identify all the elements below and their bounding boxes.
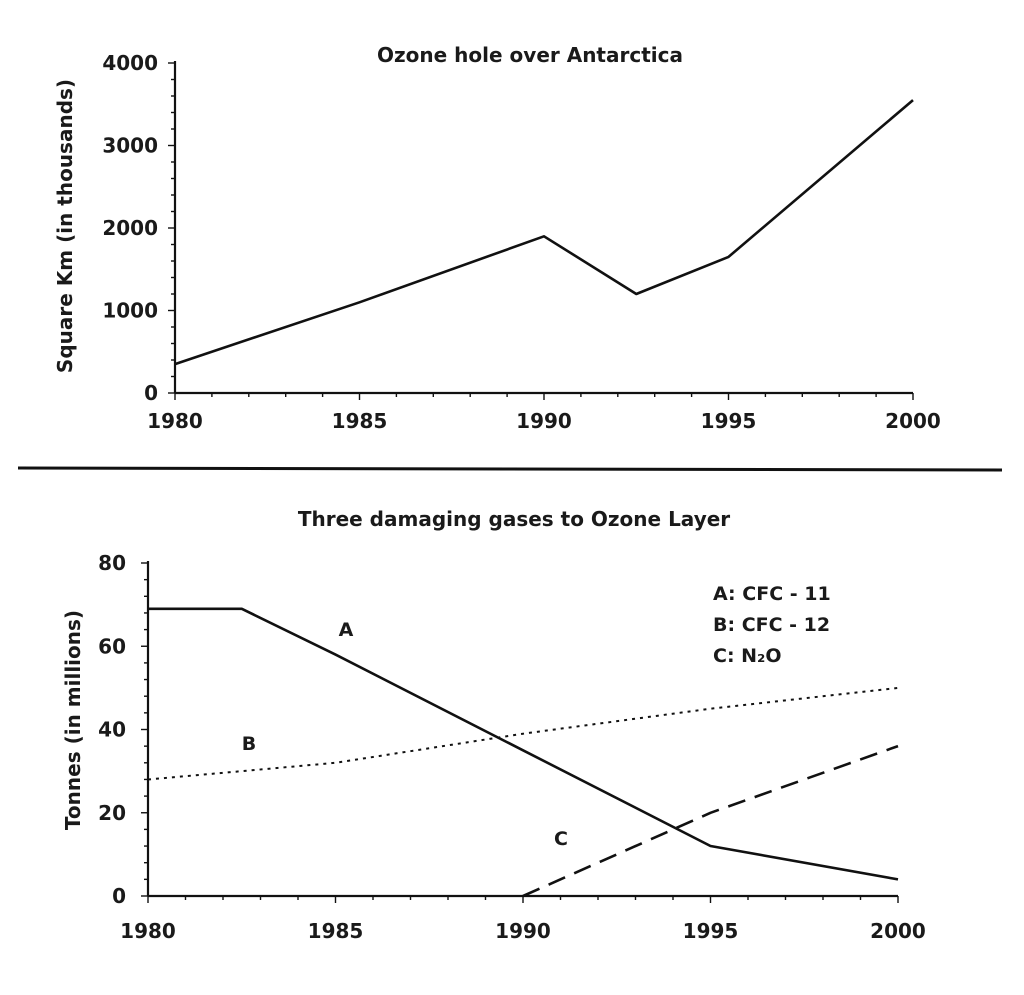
- x-tick-label: 1995: [701, 409, 757, 433]
- y-tick-label: 20: [98, 801, 126, 825]
- series-group: [174, 99, 914, 366]
- series-labels: A B C: [242, 619, 568, 850]
- x-tick-label: 1985: [308, 919, 364, 943]
- y-tick-label: 2000: [102, 216, 158, 240]
- x-tick-label: 2000: [870, 919, 926, 943]
- y-tick-label: 1000: [102, 299, 158, 323]
- series-label-b: B: [242, 733, 256, 755]
- legend-item-a: A: CFC - 11: [713, 583, 831, 605]
- series-line-a: [148, 607, 899, 881]
- series-line-ozone-area: [174, 99, 914, 366]
- chart-divider: [17, 466, 1003, 472]
- chart-title: Ozone hole over Antarctica: [377, 43, 683, 67]
- x-tick-label: 2000: [885, 409, 941, 433]
- axes: [141, 561, 899, 903]
- y-tick-label: 4000: [102, 51, 158, 75]
- x-tick-label: 1980: [147, 409, 203, 433]
- legend-item-b: B: CFC - 12: [713, 614, 830, 636]
- series-line-b: [147, 686, 899, 781]
- chart-ozone-hole: Ozone hole over Antarctica Square Km (in…: [53, 43, 941, 433]
- axes: [168, 61, 914, 400]
- y-tick-label: 60: [98, 634, 126, 658]
- y-tick-label: 0: [112, 884, 126, 908]
- y-tick-label: 3000: [102, 134, 158, 158]
- tick-labels: 1980 1985 1990 1995 2000 0 20 40 60 80: [98, 551, 926, 943]
- y-axis-title: Tonnes (in millions): [61, 610, 85, 830]
- tick-labels: 1980 1985 1990 1995 2000 0 1000 2000 3000 4000: [102, 51, 941, 433]
- x-tick-label: 1980: [120, 919, 176, 943]
- y-tick-label: 0: [144, 381, 158, 405]
- y-tick-label: 40: [98, 718, 126, 742]
- series-label-a: A: [339, 619, 354, 641]
- legend-item-c: C: N₂O: [713, 645, 782, 667]
- series-group: [147, 607, 899, 898]
- legend: A: CFC - 11 B: CFC - 12 C: N₂O: [713, 583, 831, 667]
- chart-title: Three damaging gases to Ozone Layer: [298, 507, 730, 531]
- x-tick-label: 1985: [332, 409, 388, 433]
- chart-damaging-gases: Three damaging gases to Ozone Layer Tonn…: [61, 507, 926, 943]
- y-tick-label: 80: [98, 551, 126, 575]
- x-tick-label: 1995: [683, 919, 739, 943]
- series-label-c: C: [554, 828, 568, 850]
- series-line-c: [522, 744, 899, 898]
- y-axis-title: Square Km (in thousands): [53, 79, 77, 373]
- x-tick-label: 1990: [516, 409, 572, 433]
- x-tick-label: 1990: [495, 919, 551, 943]
